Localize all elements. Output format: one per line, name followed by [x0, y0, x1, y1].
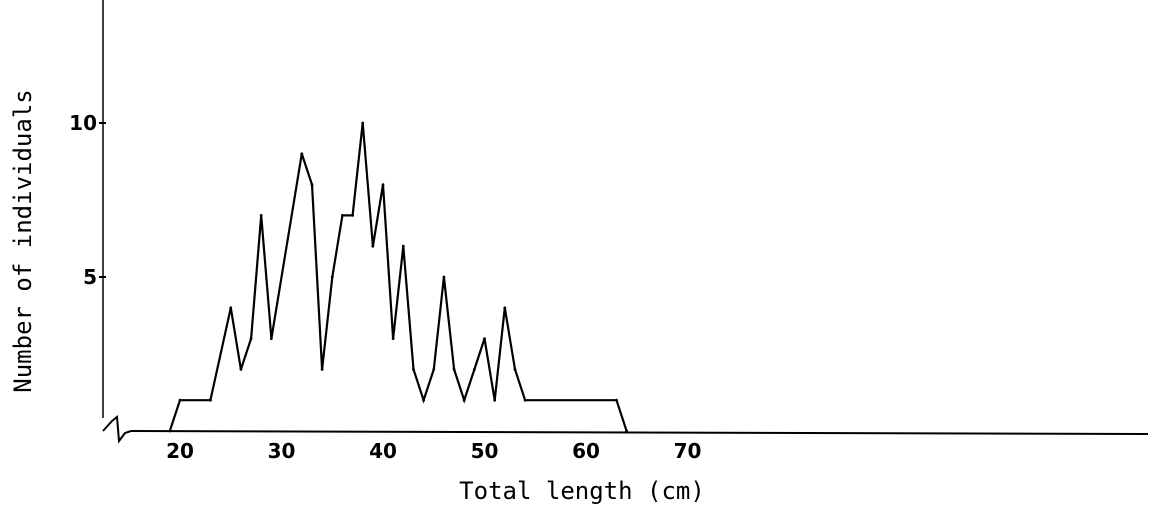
y-axis: 5 10: [69, 0, 132, 444]
data-point: [381, 183, 385, 187]
data-point: [209, 398, 212, 402]
data-point: [168, 429, 172, 433]
x-axis: 20 30 40 50 60 70: [130, 430, 1149, 463]
x-axis-line: [130, 430, 1149, 435]
x-tick-label: 60: [572, 439, 600, 463]
data-point: [462, 398, 466, 402]
data-point: [310, 183, 314, 187]
data-point: [269, 337, 273, 340]
data-point: [422, 398, 425, 402]
data-point: [412, 368, 415, 371]
data-point: [371, 244, 375, 248]
data-point: [229, 306, 233, 310]
series-line: [168, 122, 628, 432]
series-layer: [168, 121, 628, 433]
data-point: [341, 214, 344, 217]
data-point: [259, 214, 263, 217]
x-tick-label: 30: [268, 439, 296, 463]
data-point: [513, 368, 517, 371]
data-point: [452, 368, 456, 371]
data-point: [493, 398, 497, 402]
data-point: [178, 398, 182, 402]
data-point: [483, 337, 486, 340]
data-point: [351, 214, 354, 217]
y-axis-title: Number of individuals: [9, 89, 37, 392]
axis-break: [102, 415, 132, 444]
y-tick-label: 10: [69, 111, 97, 135]
data-point: [320, 368, 324, 371]
data-point: [503, 306, 507, 310]
data-point: [432, 368, 436, 371]
x-tick-label: 40: [369, 439, 397, 463]
data-point: [401, 244, 405, 248]
x-tick-label: 50: [471, 439, 499, 463]
data-point: [391, 337, 395, 340]
data-point: [442, 275, 446, 279]
y-tick-label: 5: [83, 265, 97, 289]
data-point: [330, 275, 334, 279]
data-point: [239, 368, 243, 371]
data-point: [615, 398, 618, 402]
data-point: [361, 121, 365, 125]
data-point: [300, 152, 304, 156]
x-tick-label: 70: [674, 439, 702, 463]
x-axis-title: Total length (cm): [459, 477, 705, 505]
data-point: [625, 429, 628, 433]
data-point: [249, 337, 253, 340]
data-point: [472, 368, 476, 371]
data-point: [523, 398, 527, 402]
x-tick-label: 20: [166, 439, 194, 463]
